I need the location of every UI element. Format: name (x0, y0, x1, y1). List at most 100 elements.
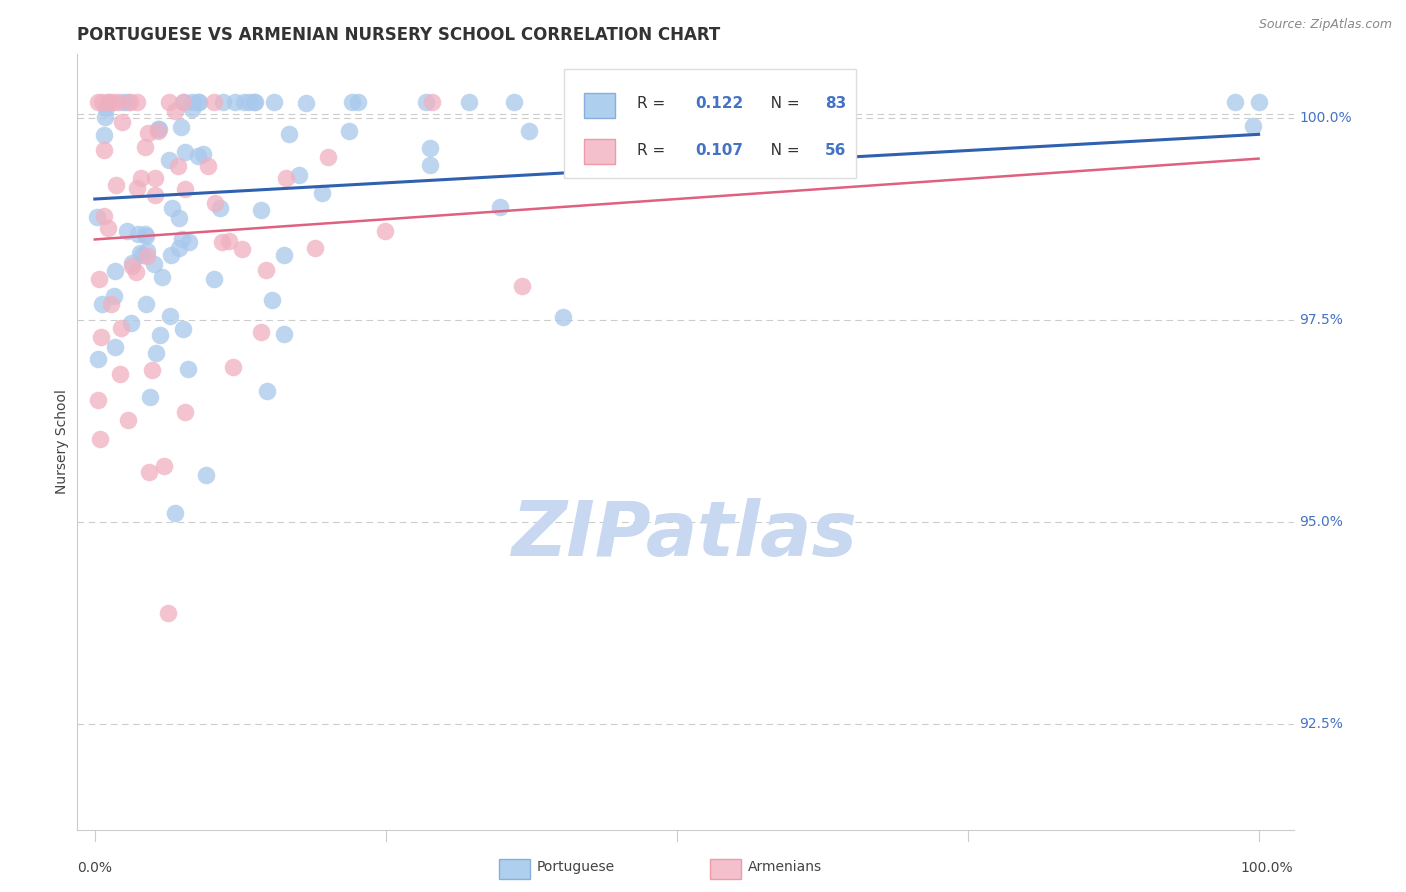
Point (180, 95, 202, 109)
Point (422, 95, 444, 109)
Point (1247, 95, 1270, 109)
Point (111, 115, 134, 129)
Point (489, 201, 512, 215)
Point (1241, 119, 1264, 133)
Point (616, 112, 638, 126)
Point (174, 145, 197, 160)
Point (108, 367, 131, 381)
Point (91, 297, 114, 311)
Point (125, 181, 148, 195)
Point (724, 95, 747, 109)
Point (100, 297, 122, 311)
Point (172, 95, 194, 109)
Point (97, 95, 120, 109)
Point (142, 257, 165, 271)
Text: 100.0%: 100.0% (1241, 861, 1294, 874)
Point (502, 95, 524, 109)
Point (131, 171, 153, 186)
Point (295, 96, 318, 111)
Text: 0.107: 0.107 (695, 143, 744, 158)
Point (273, 326, 295, 341)
Point (131, 248, 153, 262)
Point (318, 150, 340, 164)
Text: R =: R = (637, 96, 669, 112)
Point (288, 168, 311, 182)
Point (304, 241, 326, 255)
Point (97, 220, 120, 235)
Text: 0.122: 0.122 (695, 96, 744, 112)
Point (374, 224, 396, 238)
Text: 100.0%: 100.0% (1299, 112, 1353, 125)
Point (107, 95, 129, 109)
Text: N =: N = (756, 143, 804, 158)
Point (87, 352, 110, 367)
Point (159, 95, 181, 109)
Point (337, 123, 360, 137)
Point (276, 170, 298, 185)
FancyBboxPatch shape (585, 93, 614, 118)
Point (145, 346, 167, 360)
Point (157, 153, 180, 168)
Text: 83: 83 (825, 96, 846, 112)
Point (170, 232, 193, 246)
Point (510, 278, 533, 293)
Point (136, 244, 159, 258)
Point (93, 209, 115, 223)
Point (120, 316, 142, 330)
Point (165, 506, 187, 520)
Point (101, 95, 124, 109)
Point (238, 95, 260, 109)
Point (141, 363, 163, 377)
Point (136, 126, 159, 140)
Point (125, 265, 148, 279)
Point (517, 124, 540, 138)
Point (104, 340, 127, 354)
Point (94, 110, 117, 124)
Point (93, 143, 115, 157)
Point (202, 271, 225, 285)
Point (187, 149, 209, 163)
Point (165, 103, 187, 118)
Text: PORTUGUESE VS ARMENIAN NURSERY SCHOOL CORRELATION CHART: PORTUGUESE VS ARMENIAN NURSERY SCHOOL CO… (77, 26, 721, 44)
Point (160, 248, 183, 262)
Point (89, 432, 111, 446)
Point (256, 384, 278, 398)
Point (86, 210, 108, 224)
Point (273, 248, 295, 262)
Text: 95.0%: 95.0% (1299, 516, 1344, 529)
Point (250, 202, 273, 217)
Point (169, 120, 191, 134)
Point (167, 241, 190, 255)
Point (245, 95, 267, 109)
Point (172, 322, 194, 336)
Point (111, 95, 134, 109)
Point (347, 95, 370, 109)
Point (167, 211, 190, 226)
Point (224, 95, 246, 109)
Point (254, 263, 277, 277)
Text: Armenians: Armenians (748, 860, 823, 874)
Point (152, 458, 174, 473)
Point (127, 95, 149, 109)
Point (150, 269, 173, 284)
Point (250, 325, 273, 339)
Point (457, 95, 479, 109)
Point (340, 95, 363, 109)
Point (419, 158, 441, 172)
Point (115, 224, 138, 238)
Point (148, 122, 170, 136)
Point (104, 264, 127, 278)
Text: 92.5%: 92.5% (1299, 717, 1344, 731)
Point (90, 329, 112, 343)
Point (242, 95, 264, 109)
Point (149, 327, 172, 342)
Point (162, 202, 184, 216)
Point (194, 468, 217, 483)
Point (135, 229, 157, 244)
Text: Source: ZipAtlas.com: Source: ZipAtlas.com (1258, 18, 1392, 31)
Text: 97.5%: 97.5% (1299, 313, 1344, 327)
Point (197, 159, 219, 173)
Point (176, 362, 198, 376)
Point (135, 297, 157, 311)
Point (209, 201, 232, 215)
